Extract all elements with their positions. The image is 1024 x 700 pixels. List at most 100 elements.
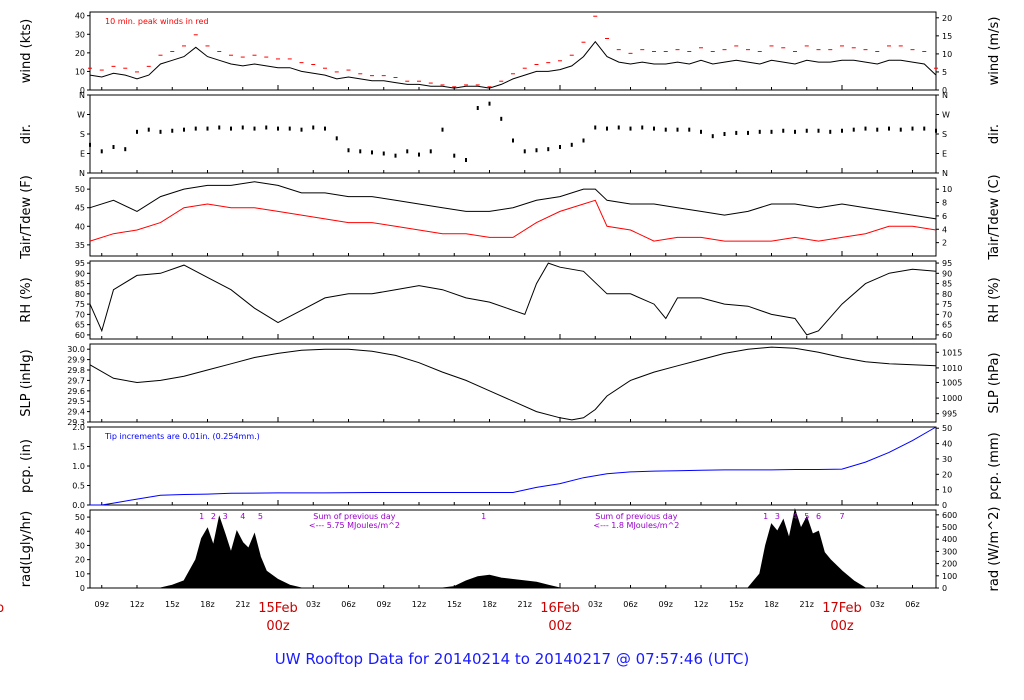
peak-wind-point (99, 69, 104, 71)
ylabel-left-rh: RH (%) (19, 277, 34, 322)
left-tick-label: E (80, 150, 85, 159)
direction-point (770, 129, 773, 134)
peak-wind-point (287, 58, 292, 60)
direction-point (664, 127, 667, 132)
peak-wind-point (887, 45, 891, 47)
left-tick-label: 60 (75, 331, 85, 340)
direction-point (617, 125, 620, 130)
direction-point (829, 129, 832, 134)
left-tick-label: 29.8 (67, 366, 85, 375)
peak-wind-point (452, 86, 457, 88)
right-tick-label: 4 (942, 225, 947, 234)
hour-marker: 2 (211, 512, 216, 521)
panel-frame-wind (89, 11, 937, 91)
right-tick-label: 0 (942, 501, 947, 510)
left-tick-label: 50 (75, 185, 85, 194)
left-tick-label: 29.4 (67, 408, 85, 417)
direction-point (476, 106, 479, 110)
peak-wind-point (264, 56, 269, 58)
direction-point (112, 145, 115, 149)
direction-point (582, 138, 585, 143)
ylabel-left-temp: Tair/Tdew (F) (19, 175, 34, 260)
peak-wind-point (381, 75, 386, 77)
direction-point (512, 138, 514, 143)
right-tick-label: 20 (942, 470, 952, 479)
peak-wind-point (88, 67, 92, 69)
direction-point (570, 142, 573, 147)
peak-wind-point (334, 71, 339, 73)
direction-point (335, 136, 338, 141)
left-tick-label: 1.5 (72, 443, 85, 452)
peak-wind-point (252, 54, 257, 56)
x-tick-label: 12z (130, 600, 144, 609)
peak-wind-point (640, 49, 645, 51)
ylabel-left-slp: SLP (inHg) (19, 349, 34, 417)
direction-point (653, 126, 655, 131)
peak-wind-point (910, 49, 915, 51)
series-line-pcp-0 (90, 426, 937, 506)
ylabel-left-pcp: pcp. (in) (19, 439, 34, 493)
direction-point (465, 158, 467, 162)
x-tick-label: 09z (659, 600, 673, 609)
peak-wind-point (158, 54, 163, 56)
peak-wind-point (875, 51, 880, 52)
peak-wind-point (934, 67, 938, 69)
direction-point (429, 149, 432, 154)
left-tick-label: 85 (75, 280, 85, 289)
right-tick-label: 80 (942, 290, 952, 299)
x-tick-label: 06z (341, 600, 355, 609)
left-tick-label: W (77, 111, 85, 120)
direction-point (382, 151, 385, 156)
direction-point (147, 127, 150, 132)
direction-point (899, 127, 902, 132)
peak-wind-point (781, 47, 786, 49)
peak-wind-point (793, 51, 797, 52)
direction-point (711, 134, 714, 139)
direction-point (817, 128, 820, 133)
radiation-area (90, 508, 936, 589)
x-tick-label: 21z (236, 600, 250, 609)
x-tick-label: 12z (412, 600, 426, 609)
right-tick-label: 8 (942, 199, 947, 208)
x-tick-label: 15z (165, 600, 179, 609)
right-tick-label: 90 (942, 269, 952, 278)
peak-wind-point (311, 64, 316, 65)
left-tick-label: 50 (75, 513, 85, 522)
ylabel-left-dir: dir. (19, 124, 34, 144)
peak-wind-point (710, 51, 715, 52)
peak-wind-point (475, 84, 480, 86)
peak-wind-point (851, 47, 856, 49)
peak-wind-point (276, 58, 280, 60)
left-tick-label: 29.9 (67, 356, 85, 365)
peak-wind-point (511, 73, 515, 75)
left-tick-label: 65 (75, 321, 85, 330)
peak-wind-point (428, 82, 433, 84)
direction-point (488, 101, 491, 106)
right-tick-label: 40 (942, 440, 952, 449)
right-tick-label: 10 (942, 185, 952, 194)
panel-frame-rh (89, 260, 937, 340)
left-tick-label: 29.5 (67, 397, 85, 406)
peak-wind-point (346, 69, 351, 71)
direction-point (206, 126, 209, 131)
right-tick-label: 2 (942, 239, 947, 248)
right-tick-label: 50 (942, 424, 952, 433)
peak-wind-point (111, 65, 116, 67)
x-tick-label: 15z (729, 600, 743, 609)
direction-point (324, 126, 326, 131)
peak-wind-point (123, 67, 128, 69)
panel-wind: 0 10 20 30 40 0 5 10 15 20 wind (kts) wind (m/s) 10 … (19, 11, 1002, 95)
left-tick-label: 35 (75, 241, 85, 250)
ylabel-right-rad: rad (W/m^2) (987, 507, 1002, 592)
peak-wind-point (534, 64, 539, 65)
right-tick-label: 5 (942, 68, 947, 77)
direction-point (935, 128, 937, 133)
peak-wind-point (358, 73, 363, 75)
peak-wind-point (417, 80, 421, 82)
right-tick-label: 15 (942, 32, 952, 41)
x-tick-label: 21z (800, 600, 814, 609)
direction-point (300, 127, 303, 132)
peak-wind-point (922, 51, 927, 52)
left-tick-label: 20 (75, 49, 85, 58)
